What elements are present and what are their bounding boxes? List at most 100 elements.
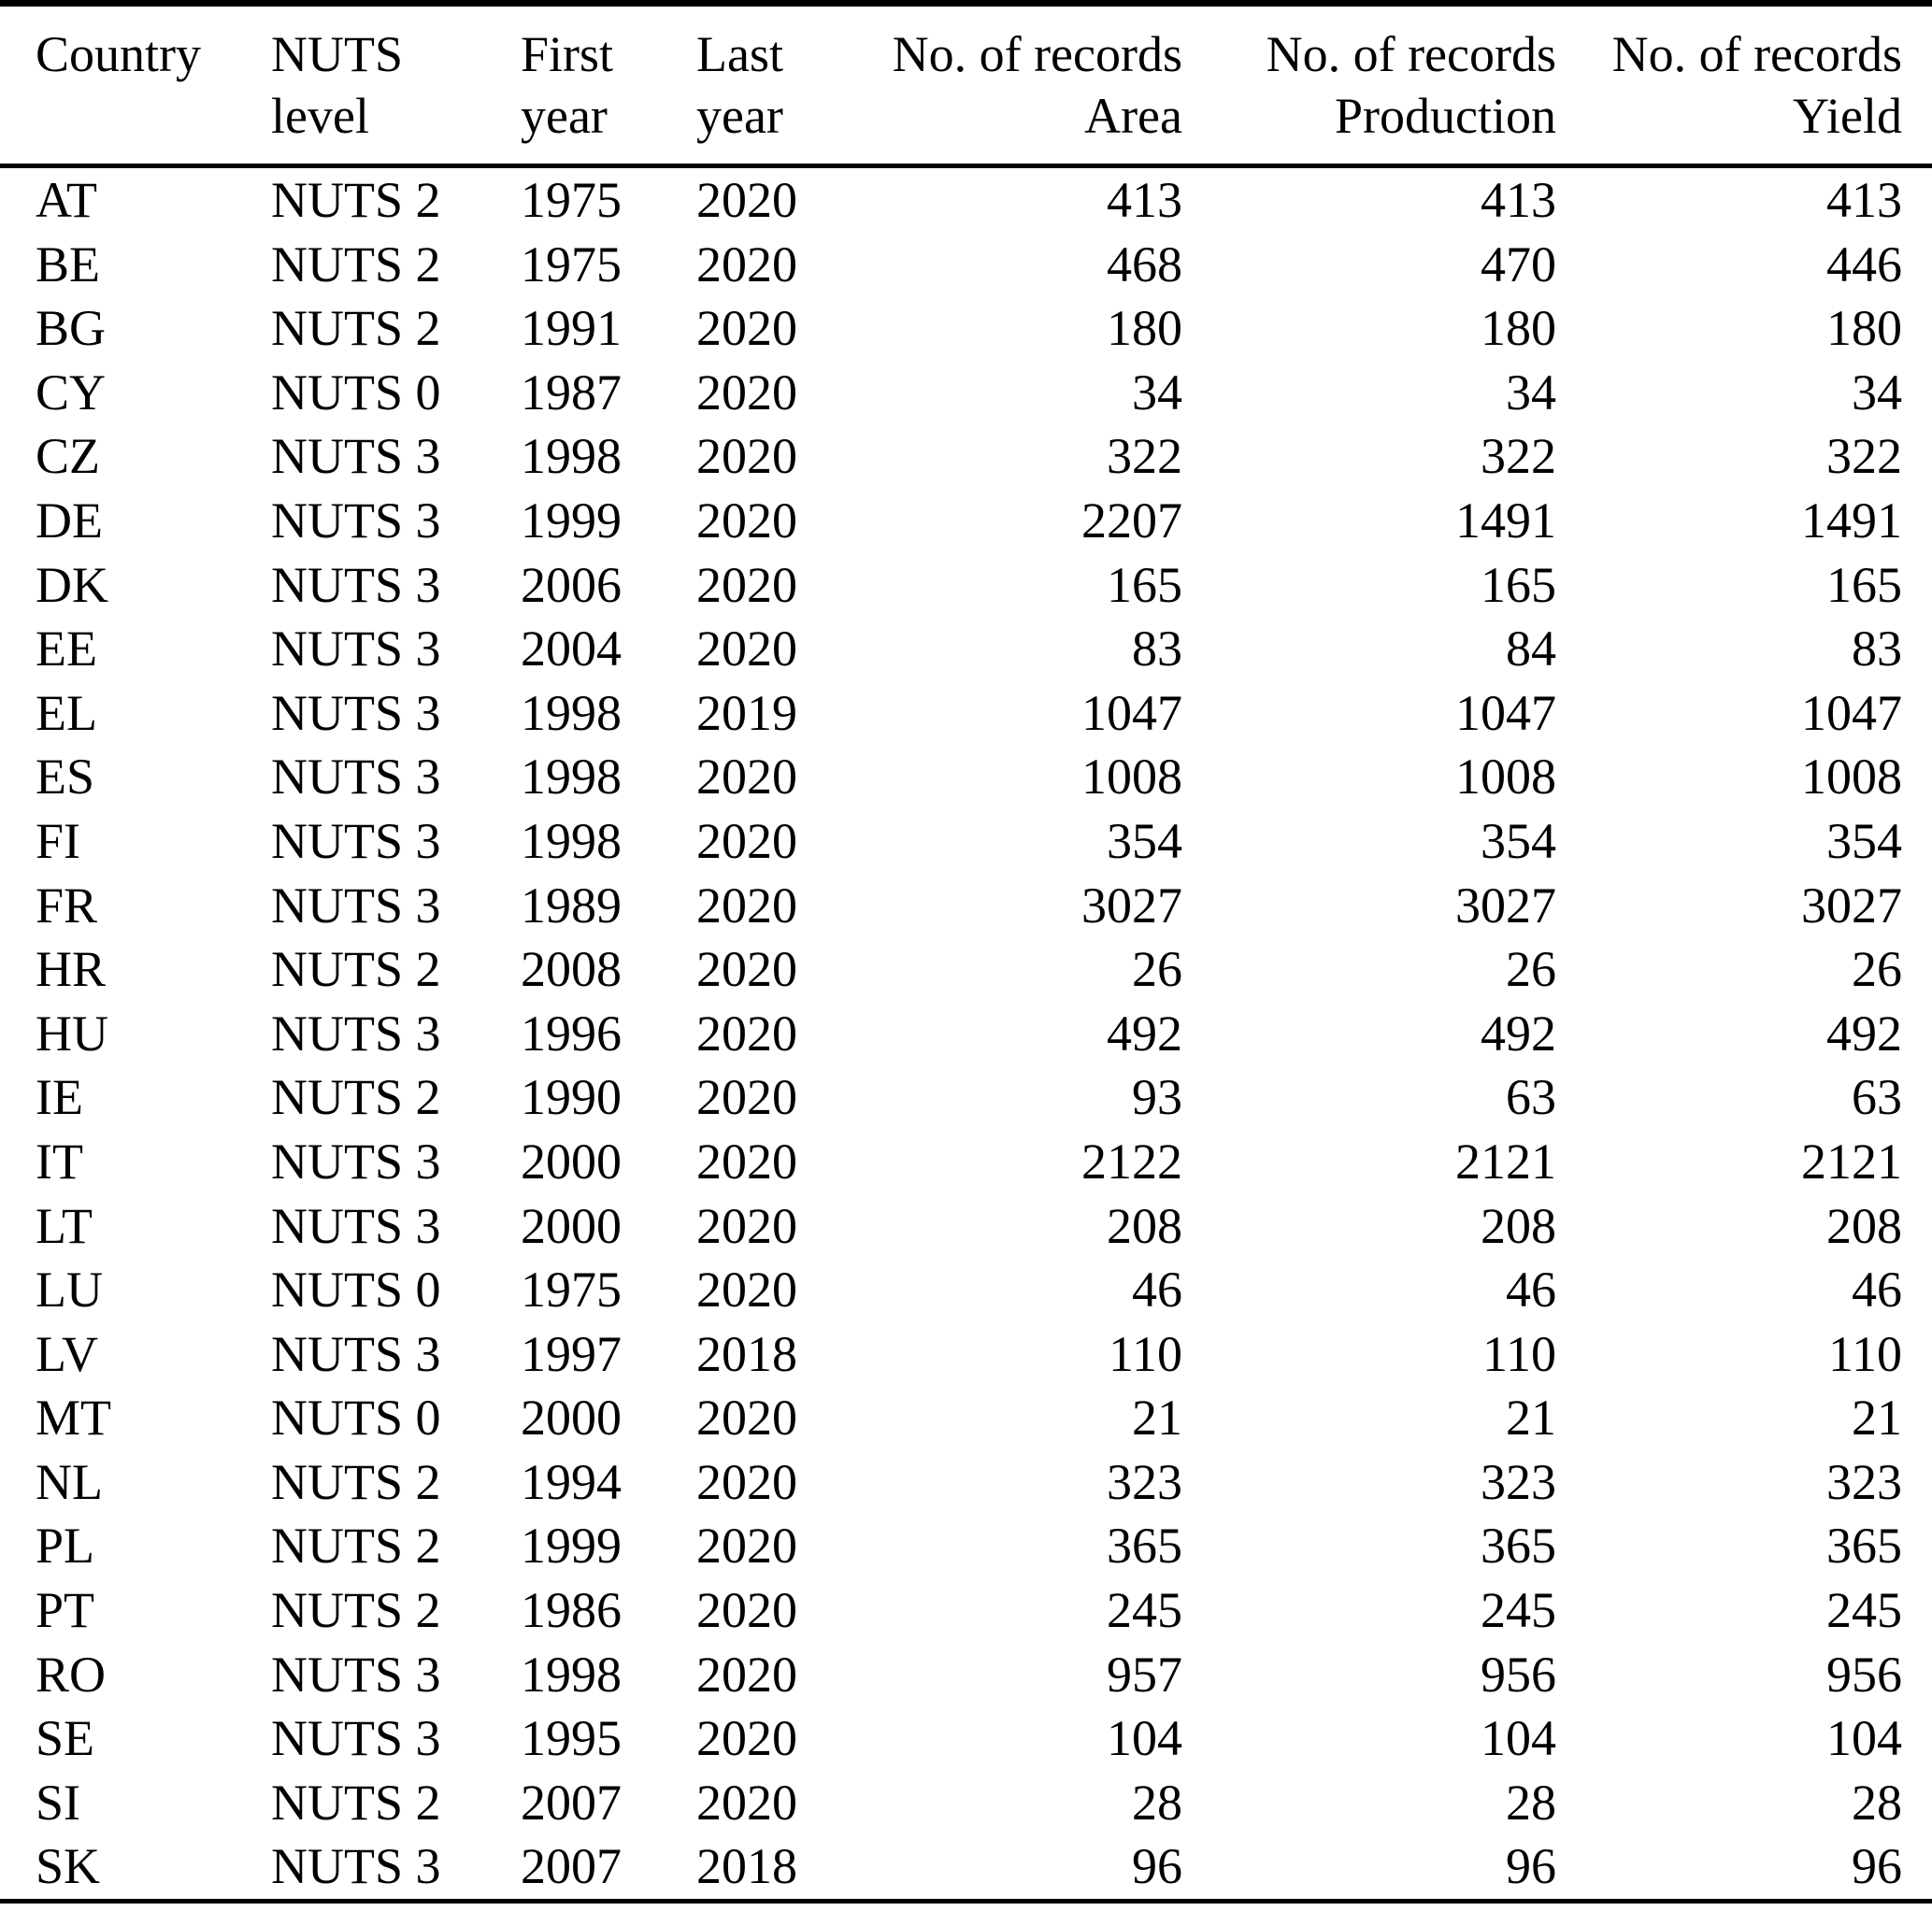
cell-records-area: 165: [1107, 556, 1182, 613]
cell-records-production: 492: [1481, 1005, 1556, 1062]
col-header-records-production-line2: Production: [1182, 85, 1556, 168]
cell-country: LT: [36, 1197, 93, 1254]
cell-last-year: 2020: [696, 1069, 797, 1126]
cell-country: RO: [36, 1646, 107, 1703]
cell-last-year: 2019: [696, 684, 797, 741]
cell-last-year: 2020: [696, 1453, 797, 1510]
cell-nuts-level: NUTS 2: [271, 1453, 441, 1510]
cell-first-year: 1997: [521, 1325, 622, 1382]
cell-records-yield: 34: [1852, 364, 1902, 421]
cell-records-yield: 26: [1852, 941, 1902, 998]
cell-country: FI: [36, 812, 81, 869]
table-row: SE NUTS 3 1995 2020 104 104 104: [0, 1706, 1932, 1771]
cell-records-yield: 110: [1828, 1325, 1902, 1382]
cell-records-area: 322: [1107, 428, 1182, 485]
cell-records-production: 208: [1481, 1197, 1556, 1254]
cell-records-area: 365: [1107, 1518, 1182, 1575]
table-row: SK NUTS 3 2007 2018 96 96 96: [0, 1834, 1932, 1901]
col-header-last-year-line1: Last: [696, 26, 783, 82]
cell-last-year: 2020: [696, 1390, 797, 1447]
cell-country: CY: [36, 364, 107, 421]
table-row: NL NUTS 2 1994 2020 323 323 323: [0, 1450, 1932, 1515]
cell-last-year: 2020: [696, 1774, 797, 1831]
table-row: AT NUTS 2 1975 2020 413 413 413: [0, 166, 1932, 233]
cell-records-production: 63: [1506, 1069, 1556, 1126]
cell-records-area: 208: [1107, 1197, 1182, 1254]
cell-nuts-level: NUTS 0: [271, 364, 441, 421]
cell-records-production: 956: [1481, 1646, 1556, 1703]
cell-nuts-level: NUTS 2: [271, 1774, 441, 1831]
cell-nuts-level: NUTS 2: [271, 235, 441, 292]
cell-records-area: 354: [1107, 812, 1182, 869]
cell-last-year: 2020: [696, 877, 797, 934]
cell-last-year: 2020: [696, 1133, 797, 1190]
table-row: IT NUTS 3 2000 2020 2122 2121 2121: [0, 1130, 1932, 1194]
cell-records-production: 1047: [1455, 684, 1556, 741]
cell-records-area: 104: [1107, 1710, 1182, 1767]
cell-records-yield: 180: [1826, 300, 1902, 357]
col-header-first-year-line1: First: [521, 26, 614, 82]
cell-records-production: 1491: [1455, 492, 1556, 549]
table-row: ES NUTS 3 1998 2020 1008 1008 1008: [0, 745, 1932, 809]
cell-nuts-level: NUTS 3: [271, 1710, 441, 1767]
cell-nuts-level: NUTS 3: [271, 684, 441, 741]
table-row: BE NUTS 2 1975 2020 468 470 446: [0, 233, 1932, 297]
cell-nuts-level: NUTS 2: [271, 300, 441, 357]
cell-first-year: 2007: [521, 1774, 622, 1831]
cell-last-year: 2020: [696, 172, 797, 228]
cell-records-yield: 413: [1826, 172, 1902, 228]
cell-nuts-level: NUTS 3: [271, 1325, 441, 1382]
cell-records-production: 3027: [1455, 877, 1556, 934]
col-header-records-area-line1: No. of records: [892, 26, 1182, 82]
cell-country: EE: [36, 620, 97, 677]
cell-records-yield: 208: [1826, 1197, 1902, 1254]
cell-records-area: 2122: [1081, 1133, 1182, 1190]
cell-records-area: 468: [1107, 235, 1182, 292]
cell-records-area: 492: [1107, 1005, 1182, 1062]
cell-nuts-level: NUTS 2: [271, 1518, 441, 1575]
cell-last-year: 2020: [696, 1197, 797, 1254]
cell-first-year: 2004: [521, 620, 622, 677]
table-row: EE NUTS 3 2004 2020 83 84 83: [0, 617, 1932, 681]
cell-country: IT: [36, 1133, 83, 1190]
cell-first-year: 1975: [521, 1262, 622, 1319]
cell-last-year: 2020: [696, 620, 797, 677]
cell-records-area: 28: [1132, 1774, 1182, 1831]
cell-records-yield: 323: [1826, 1453, 1902, 1510]
cell-records-area: 323: [1107, 1453, 1182, 1510]
header-line1-row: Country NUTS First Last No. of records N…: [0, 4, 1932, 86]
col-header-nuts-level-line1: NUTS: [271, 26, 404, 82]
col-header-country: Country: [36, 26, 202, 82]
cell-records-area: 245: [1107, 1582, 1182, 1639]
cell-records-area: 3027: [1081, 877, 1182, 934]
cell-records-production: 26: [1506, 941, 1556, 998]
cell-records-yield: 365: [1826, 1518, 1902, 1575]
table-row: IE NUTS 2 1990 2020 93 63 63: [0, 1065, 1932, 1130]
cell-records-production: 245: [1481, 1582, 1556, 1639]
cell-records-area: 26: [1132, 941, 1182, 998]
cell-first-year: 1975: [521, 172, 622, 228]
col-header-records-area-line2: Area: [874, 85, 1182, 168]
cell-country: CZ: [36, 428, 101, 485]
cell-last-year: 2020: [696, 556, 797, 613]
col-header-first-year-line2: year: [521, 85, 696, 168]
table-row: CZ NUTS 3 1998 2020 322 322 322: [0, 424, 1932, 489]
cell-records-production: 322: [1481, 428, 1556, 485]
cell-first-year: 1998: [521, 812, 622, 869]
cell-first-year: 1998: [521, 428, 622, 485]
cell-last-year: 2020: [696, 428, 797, 485]
cell-nuts-level: NUTS 2: [271, 941, 441, 998]
cell-records-area: 413: [1107, 172, 1182, 228]
cell-country: SE: [36, 1710, 95, 1767]
cell-records-production: 104: [1481, 1710, 1556, 1767]
table-row: PL NUTS 2 1999 2020 365 365 365: [0, 1514, 1932, 1578]
cell-records-production: 165: [1481, 556, 1556, 613]
cell-first-year: 1995: [521, 1710, 622, 1767]
cell-records-yield: 1491: [1801, 492, 1902, 549]
table-row: SI NUTS 2 2007 2020 28 28 28: [0, 1771, 1932, 1835]
cell-records-production: 413: [1481, 172, 1556, 228]
cell-records-production: 2121: [1455, 1133, 1556, 1190]
cell-country: BG: [36, 300, 107, 357]
cell-records-production: 180: [1481, 300, 1556, 357]
cell-country: ES: [36, 749, 95, 806]
